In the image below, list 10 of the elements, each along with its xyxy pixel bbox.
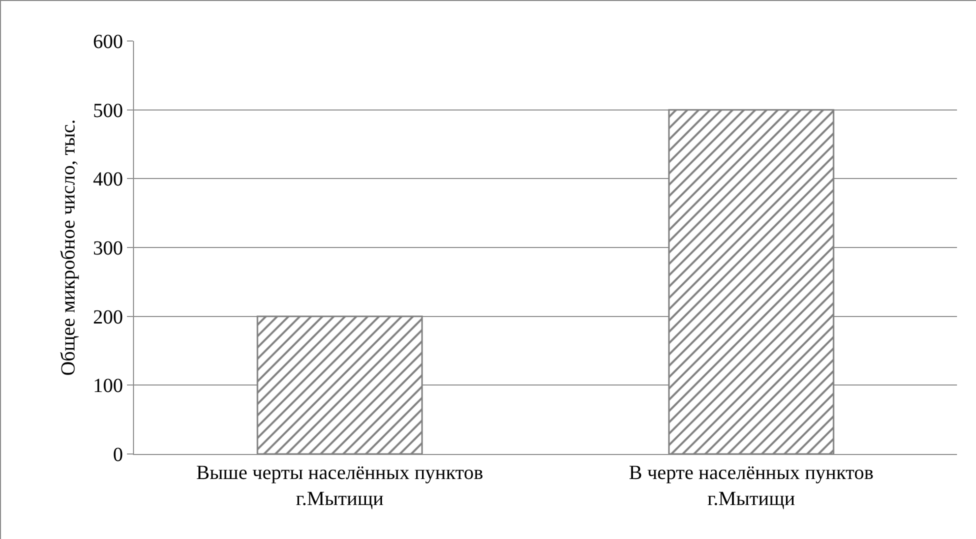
y-axis-title: Общее микробное число, тыс. xyxy=(58,119,80,376)
y-tick-label: 500 xyxy=(93,100,123,122)
y-tick-label: 400 xyxy=(93,168,123,191)
y-tick-label: 200 xyxy=(93,306,123,328)
x-tick-label: В черте населённых пунктов г.Мытищи xyxy=(628,462,874,510)
y-tick-label: 0 xyxy=(113,444,123,466)
x-tick-label: Выше черты населённых пунктов г.Мытищи xyxy=(196,462,484,510)
y-tick-label: 100 xyxy=(93,375,123,398)
y-tick-label: 300 xyxy=(93,238,123,260)
y-tick-label: 600 xyxy=(93,31,123,53)
